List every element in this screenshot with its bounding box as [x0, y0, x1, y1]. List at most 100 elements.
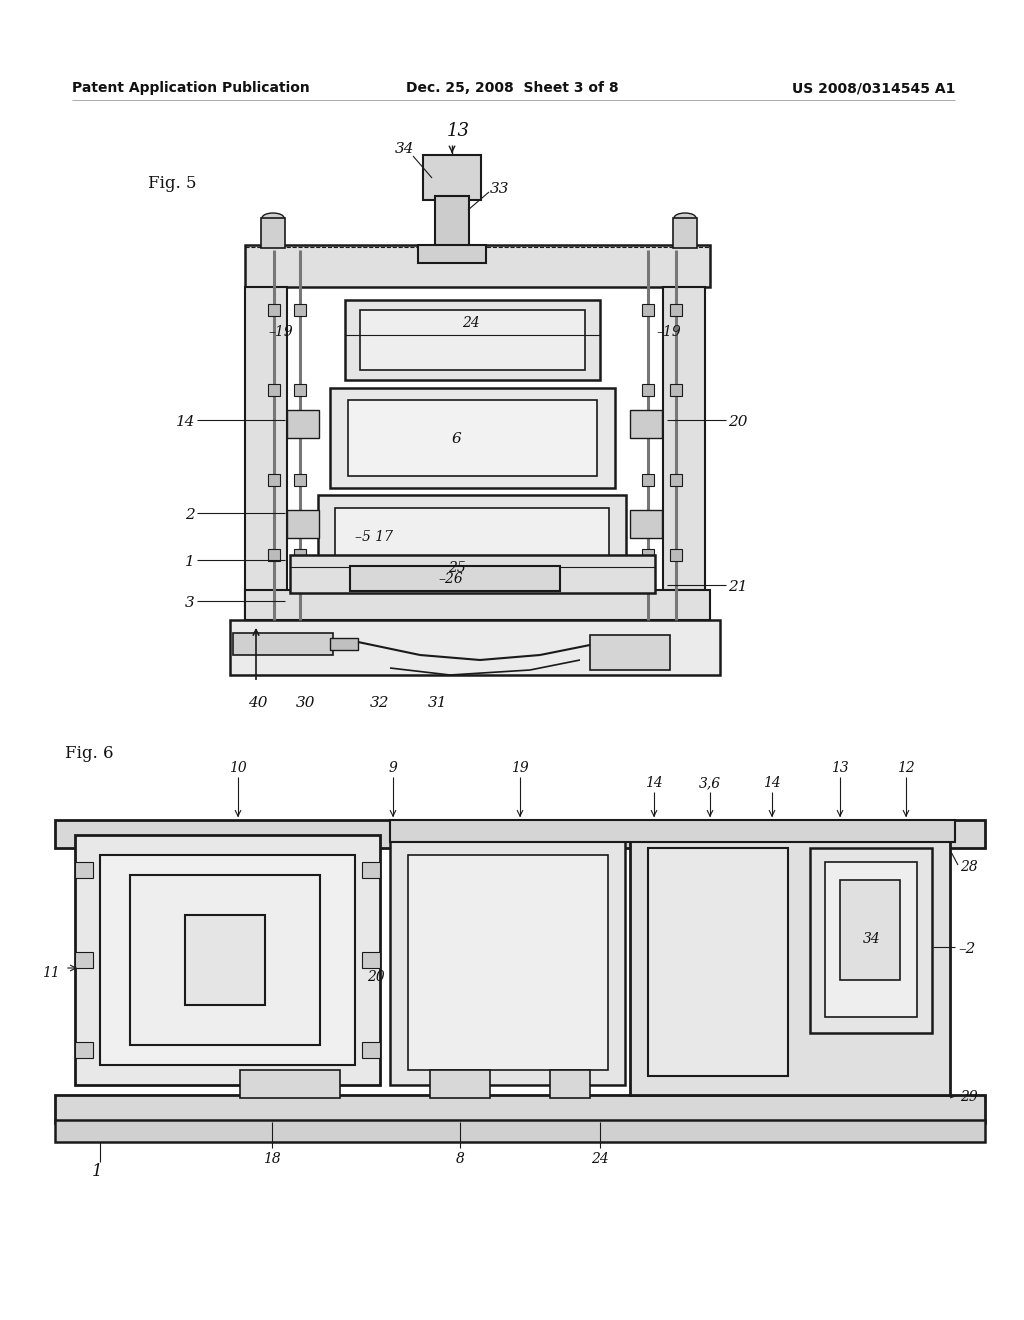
- Bar: [245, 286, 287, 616]
- Bar: [642, 474, 654, 486]
- Bar: [75, 836, 380, 1085]
- Bar: [294, 304, 306, 315]
- Text: 28: 28: [961, 861, 978, 874]
- Text: –26: –26: [438, 572, 463, 586]
- Bar: [418, 246, 486, 263]
- Bar: [240, 1071, 340, 1098]
- Text: Fig. 5: Fig. 5: [148, 176, 197, 191]
- Circle shape: [525, 920, 545, 940]
- Bar: [362, 1041, 380, 1059]
- Circle shape: [414, 649, 426, 661]
- Bar: [670, 304, 682, 315]
- Circle shape: [525, 1040, 545, 1060]
- Bar: [75, 862, 93, 878]
- Circle shape: [628, 640, 652, 664]
- Bar: [55, 1096, 985, 1123]
- Bar: [648, 847, 788, 1076]
- Bar: [642, 384, 654, 396]
- Bar: [290, 554, 655, 593]
- Circle shape: [513, 908, 557, 952]
- Bar: [362, 952, 380, 968]
- Text: 10: 10: [229, 762, 247, 775]
- Circle shape: [525, 979, 545, 1001]
- Circle shape: [415, 861, 435, 880]
- Text: 34: 34: [395, 143, 415, 156]
- Text: 3: 3: [185, 597, 195, 610]
- Bar: [55, 820, 985, 847]
- Bar: [294, 384, 306, 396]
- Text: 13: 13: [447, 121, 470, 140]
- Bar: [75, 1041, 93, 1059]
- Circle shape: [470, 861, 490, 880]
- Text: 2: 2: [185, 508, 195, 521]
- Bar: [130, 875, 319, 1045]
- Bar: [287, 510, 319, 539]
- Ellipse shape: [674, 213, 696, 223]
- Circle shape: [458, 908, 502, 952]
- Bar: [430, 1071, 490, 1098]
- Circle shape: [470, 979, 490, 1001]
- Text: 30: 30: [296, 696, 315, 710]
- Text: 29: 29: [961, 1090, 978, 1104]
- Text: –5 17: –5 17: [355, 531, 393, 544]
- Bar: [350, 566, 560, 591]
- Circle shape: [513, 1028, 557, 1072]
- Circle shape: [403, 847, 447, 892]
- Circle shape: [403, 968, 447, 1012]
- Circle shape: [695, 909, 805, 1020]
- Circle shape: [458, 847, 502, 892]
- Text: Patent Application Publication: Patent Application Publication: [72, 81, 309, 95]
- Text: 24: 24: [462, 315, 480, 330]
- Bar: [360, 310, 585, 370]
- Circle shape: [415, 1040, 435, 1060]
- Bar: [268, 384, 280, 396]
- Circle shape: [458, 968, 502, 1012]
- Bar: [630, 411, 662, 438]
- Text: 25: 25: [449, 561, 466, 576]
- Bar: [642, 304, 654, 315]
- Bar: [230, 620, 720, 675]
- Text: 11: 11: [42, 966, 60, 979]
- Bar: [245, 590, 710, 620]
- Bar: [630, 830, 950, 1096]
- Bar: [362, 862, 380, 878]
- Bar: [670, 549, 682, 561]
- Text: 33: 33: [490, 182, 510, 195]
- Text: 6: 6: [452, 432, 462, 446]
- Text: Fig. 6: Fig. 6: [65, 744, 114, 762]
- Bar: [261, 218, 285, 248]
- Text: 14: 14: [175, 414, 195, 429]
- Bar: [294, 549, 306, 561]
- Bar: [673, 218, 697, 248]
- Text: 19: 19: [511, 762, 528, 775]
- Bar: [670, 474, 682, 486]
- Text: 12: 12: [897, 762, 914, 775]
- Bar: [825, 862, 918, 1016]
- Bar: [550, 1071, 590, 1098]
- Bar: [663, 286, 705, 616]
- Bar: [630, 510, 662, 539]
- Bar: [390, 820, 955, 842]
- Text: –19: –19: [656, 325, 681, 339]
- Bar: [330, 388, 615, 488]
- Bar: [268, 549, 280, 561]
- Circle shape: [415, 920, 435, 940]
- Bar: [810, 847, 932, 1034]
- Text: 31: 31: [428, 696, 447, 710]
- Text: Dec. 25, 2008  Sheet 3 of 8: Dec. 25, 2008 Sheet 3 of 8: [406, 81, 618, 95]
- Text: 3,6: 3,6: [699, 776, 721, 789]
- Bar: [245, 246, 710, 286]
- Text: 21: 21: [728, 579, 748, 594]
- Bar: [390, 840, 625, 1085]
- Text: 14: 14: [645, 776, 663, 789]
- Circle shape: [712, 927, 788, 1003]
- Ellipse shape: [262, 213, 284, 223]
- Bar: [345, 300, 600, 380]
- Circle shape: [534, 649, 546, 661]
- Circle shape: [513, 847, 557, 892]
- Bar: [55, 1119, 985, 1142]
- Text: 9: 9: [388, 762, 397, 775]
- Bar: [423, 154, 481, 201]
- Circle shape: [403, 1028, 447, 1072]
- Text: 20: 20: [728, 414, 748, 429]
